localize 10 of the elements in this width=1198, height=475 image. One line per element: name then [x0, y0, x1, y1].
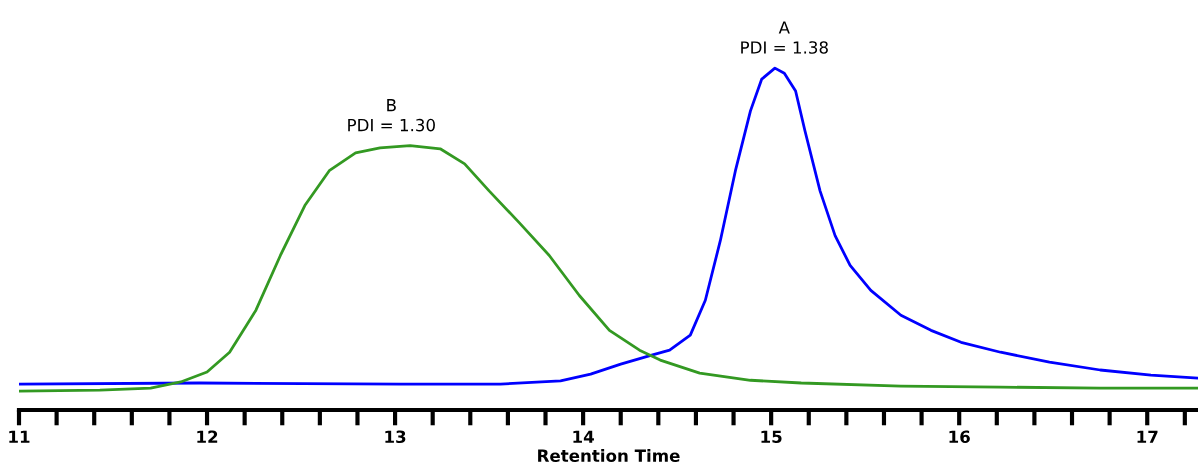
x-tick-label: 15 — [761, 430, 782, 444]
x-axis-title: Retention Time — [538, 449, 680, 462]
annotation: B PDI = 1.30 — [348, 99, 435, 132]
x-tick-label: 13 — [385, 430, 406, 444]
x-tick-label: 12 — [197, 430, 218, 443]
x-tick-label: 16 — [949, 430, 970, 444]
x-tick-label: 11 — [9, 430, 30, 443]
annotation: A PDI = 1.38 — [741, 21, 828, 54]
x-tick-label: 17 — [1137, 430, 1158, 443]
x-tick-label: 14 — [573, 430, 594, 443]
